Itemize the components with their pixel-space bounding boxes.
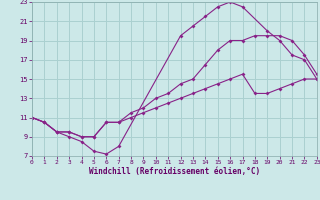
X-axis label: Windchill (Refroidissement éolien,°C): Windchill (Refroidissement éolien,°C) — [89, 167, 260, 176]
